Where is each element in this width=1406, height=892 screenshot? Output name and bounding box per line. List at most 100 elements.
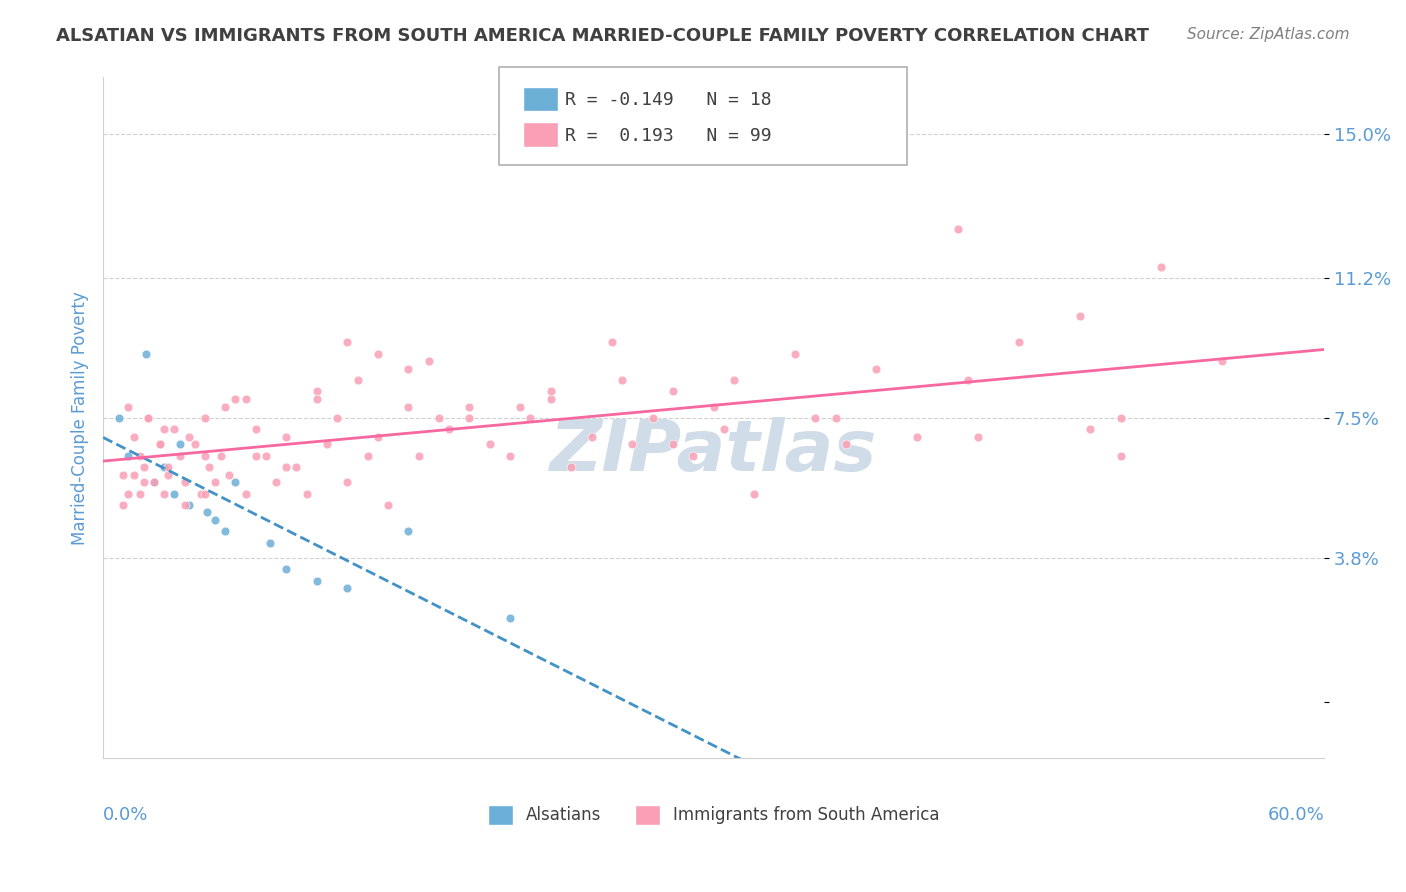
Point	[194, 410, 217, 425]
Point	[478, 437, 501, 451]
Point	[245, 422, 267, 436]
Point	[336, 475, 359, 490]
Point	[259, 535, 281, 549]
Text: 60.0%: 60.0%	[1267, 806, 1324, 824]
Point	[245, 449, 267, 463]
Point	[117, 486, 139, 500]
Point	[204, 475, 226, 490]
Y-axis label: Married-Couple Family Poverty: Married-Couple Family Poverty	[72, 291, 89, 545]
Point	[143, 475, 166, 490]
Text: ALSATIAN VS IMMIGRANTS FROM SOUTH AMERICA MARRIED-COUPLE FAMILY POVERTY CORRELAT: ALSATIAN VS IMMIGRANTS FROM SOUTH AMERIC…	[56, 27, 1149, 45]
Point	[183, 437, 205, 451]
Point	[128, 486, 150, 500]
Point	[396, 524, 419, 539]
Text: Source: ZipAtlas.com: Source: ZipAtlas.com	[1187, 27, 1350, 42]
Point	[662, 437, 685, 451]
Point	[905, 430, 928, 444]
Point	[235, 392, 257, 406]
Point	[204, 513, 226, 527]
Point	[190, 486, 212, 500]
Point	[122, 430, 145, 444]
Point	[149, 437, 172, 451]
Point	[163, 422, 186, 436]
Point	[346, 373, 368, 387]
Point	[367, 430, 389, 444]
Point	[946, 221, 969, 235]
Point	[458, 400, 481, 414]
Point	[305, 392, 328, 406]
Point	[117, 449, 139, 463]
Point	[132, 475, 155, 490]
Point	[662, 384, 685, 399]
Point	[621, 437, 644, 451]
Point	[1008, 335, 1031, 350]
Point	[396, 400, 419, 414]
Point	[1150, 260, 1173, 274]
Point	[122, 467, 145, 482]
Point	[865, 361, 887, 376]
Point	[783, 346, 806, 360]
Point	[143, 475, 166, 490]
Point	[112, 467, 135, 482]
Point	[153, 460, 176, 475]
Point	[224, 475, 246, 490]
Point	[316, 437, 339, 451]
Legend: Alsatians, Immigrants from South America: Alsatians, Immigrants from South America	[481, 798, 946, 831]
Point	[108, 410, 131, 425]
Point	[135, 346, 157, 360]
Point	[723, 373, 745, 387]
Point	[703, 400, 725, 414]
Point	[336, 335, 359, 350]
Point	[195, 505, 218, 519]
Point	[177, 498, 200, 512]
Text: ZIPatlas: ZIPatlas	[550, 417, 877, 486]
Point	[744, 486, 766, 500]
Point	[408, 449, 430, 463]
Point	[641, 410, 664, 425]
Point	[581, 430, 603, 444]
Point	[157, 467, 180, 482]
Point	[169, 449, 191, 463]
Point	[305, 574, 328, 588]
Point	[804, 410, 827, 425]
Text: 0.0%: 0.0%	[103, 806, 149, 824]
Point	[967, 430, 990, 444]
Point	[835, 437, 858, 451]
Point	[194, 449, 217, 463]
Point	[610, 373, 633, 387]
Point	[509, 400, 531, 414]
Point	[163, 486, 186, 500]
Point	[153, 422, 176, 436]
Point	[499, 611, 522, 625]
Point	[956, 373, 979, 387]
Point	[169, 437, 191, 451]
Point	[458, 410, 481, 425]
Point	[218, 467, 240, 482]
Point	[173, 498, 195, 512]
Point	[214, 524, 236, 539]
Point	[264, 475, 287, 490]
Point	[254, 449, 277, 463]
Point	[437, 422, 460, 436]
Point	[713, 422, 735, 436]
Point	[377, 498, 399, 512]
Point	[396, 361, 419, 376]
Point	[519, 410, 541, 425]
Point	[173, 475, 195, 490]
Point	[136, 410, 159, 425]
Point	[1109, 449, 1132, 463]
Point	[177, 430, 200, 444]
Point	[326, 410, 349, 425]
Point	[540, 392, 562, 406]
Point	[427, 410, 450, 425]
Text: R = -0.149   N = 18: R = -0.149 N = 18	[565, 91, 772, 109]
Point	[132, 460, 155, 475]
Point	[1109, 410, 1132, 425]
Point	[1078, 422, 1101, 436]
Point	[136, 410, 159, 425]
Point	[295, 486, 318, 500]
Point	[824, 410, 846, 425]
Point	[153, 486, 176, 500]
Point	[418, 354, 440, 368]
Point	[214, 400, 236, 414]
